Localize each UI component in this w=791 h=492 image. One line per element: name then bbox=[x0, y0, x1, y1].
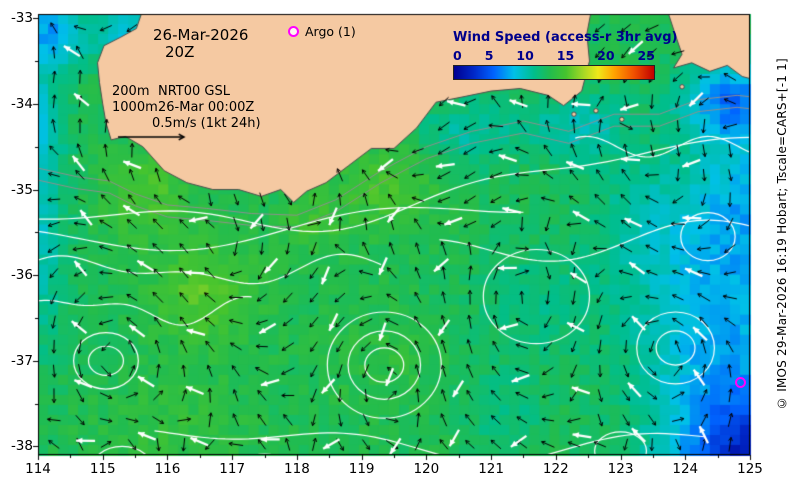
legend-tick-0: 0 bbox=[453, 48, 462, 63]
y-tick-label: -34 bbox=[10, 95, 33, 112]
x-tick-label: 118 bbox=[284, 461, 310, 477]
legend-tick-5: 5 bbox=[484, 48, 494, 63]
x-tick-label: 125 bbox=[737, 461, 763, 477]
analysis-date-label: 26-Mar-2026 bbox=[153, 26, 249, 44]
product-info-block: 200m NRT00 GSL 1000m 26-Mar 00:00Z 0.5m/… bbox=[112, 84, 261, 132]
y-tick-label: -37 bbox=[10, 352, 33, 369]
product-datetime-label: 26-Mar 00:00Z bbox=[158, 99, 255, 115]
x-tick-label: 119 bbox=[348, 461, 375, 477]
x-tick-label: 115 bbox=[89, 461, 116, 477]
depth-1000m-label: 1000m bbox=[112, 99, 158, 115]
argo-legend: Argo (1) bbox=[288, 24, 356, 39]
legend-tick-labels: 0 5 10 15 20 25 bbox=[453, 48, 655, 63]
argo-count-label: Argo (1) bbox=[305, 24, 356, 39]
analysis-hour-label: 20Z bbox=[165, 43, 195, 61]
x-tick-label: 117 bbox=[219, 461, 246, 477]
y-tick-label: -35 bbox=[10, 181, 33, 198]
wind-speed-legend: Wind Speed (access-r 3hr avg) 0 5 10 15 … bbox=[453, 30, 678, 80]
info-row-200m: 200m NRT00 GSL bbox=[112, 84, 261, 100]
x-tick-label: 123 bbox=[607, 461, 634, 477]
wind-speed-colorbar bbox=[453, 65, 655, 80]
legend-tick-15: 15 bbox=[556, 48, 575, 63]
argo-marker-icon bbox=[288, 26, 299, 37]
legend-tick-10: 10 bbox=[516, 48, 534, 63]
x-tick-label: 122 bbox=[542, 461, 569, 477]
x-tick-label: 121 bbox=[478, 461, 504, 477]
y-tick-label: -36 bbox=[10, 267, 33, 284]
analysis-datetime-block: 26-Mar-2026 20Z bbox=[153, 27, 248, 61]
info-row-1000m: 1000m 26-Mar 00:00Z bbox=[112, 100, 261, 116]
legend-title: Wind Speed (access-r 3hr avg) bbox=[453, 30, 678, 45]
x-tick-label: 120 bbox=[413, 461, 440, 477]
y-tick-label: -38 bbox=[10, 438, 33, 455]
x-tick-label: 116 bbox=[154, 461, 181, 477]
depth-200m-label: 200m bbox=[112, 84, 150, 99]
copyright-text: © IMOS 29-Mar-2026 16:19 Hobart; Tscale=… bbox=[775, 58, 789, 411]
legend-tick-25: 25 bbox=[637, 48, 655, 63]
x-tick-label: 124 bbox=[672, 461, 699, 477]
product-name-label: NRT00 GSL bbox=[158, 84, 230, 99]
y-tick-label: -33 bbox=[10, 10, 33, 27]
x-tick-label: 114 bbox=[25, 461, 51, 477]
vector-scale-label: 0.5m/s (1kt 24h) bbox=[152, 116, 261, 131]
argo-float-marker bbox=[735, 377, 747, 389]
legend-tick-20: 20 bbox=[597, 48, 615, 63]
